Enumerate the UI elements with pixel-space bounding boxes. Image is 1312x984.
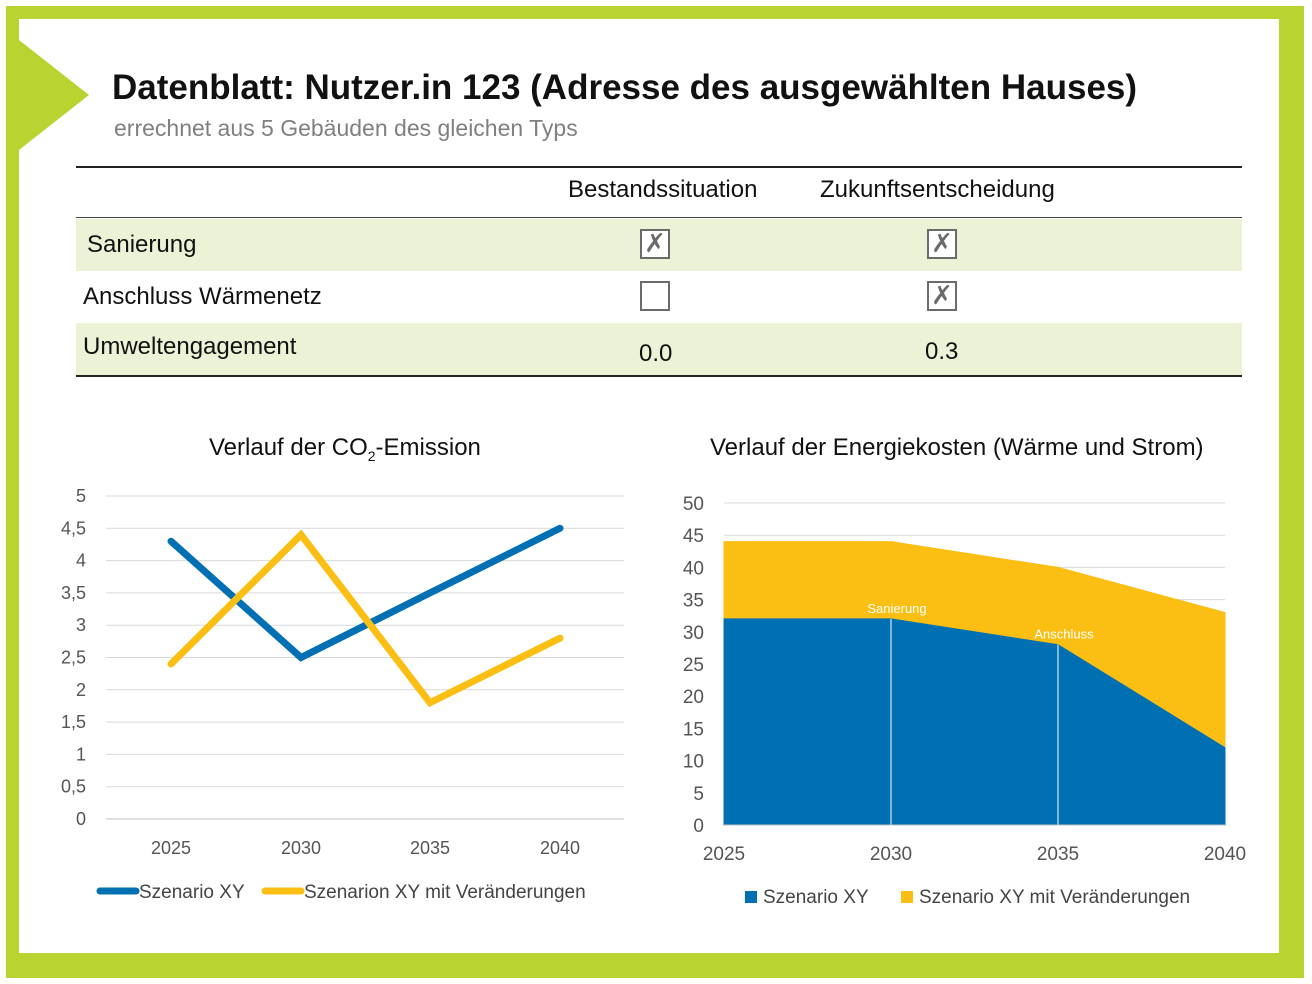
x-tick-label: 2040 xyxy=(1204,844,1246,865)
x-tick-label: 2035 xyxy=(410,838,450,858)
y-tick-label: 2,5 xyxy=(61,648,86,668)
x-tick-label: 2030 xyxy=(281,838,321,858)
table-row: Sanierung ✗ ✗ xyxy=(76,219,1242,271)
value-umwelt-bestand: 0.0 xyxy=(639,340,673,367)
legend-swatch-2 xyxy=(901,891,913,903)
y-tick-label: 45 xyxy=(683,526,704,547)
row-label-umweltengagement: Umweltengagement xyxy=(83,333,297,360)
checkbox-waermenetz-zukunft[interactable]: ✗ xyxy=(927,281,957,311)
legend-label-1: Szenario XY xyxy=(763,887,869,908)
y-tick-label: 35 xyxy=(683,591,704,612)
y-tick-label: 3,5 xyxy=(61,583,86,603)
y-tick-label: 25 xyxy=(683,655,704,676)
co2-chart-title: Verlauf der CO2-Emission xyxy=(209,434,481,464)
decision-table: Bestandssituation Zukunftsentscheidung S… xyxy=(76,166,1242,377)
table-row: Umweltengagement 0.0 0.3 xyxy=(76,323,1242,375)
x-tick-label: 2025 xyxy=(703,844,745,865)
column-header-zukunft: Zukunftsentscheidung xyxy=(820,176,1055,203)
annotation-label: Sanierung xyxy=(867,601,926,616)
checkbox-waermenetz-bestand[interactable] xyxy=(640,281,670,311)
row-label-sanierung: Sanierung xyxy=(87,231,197,258)
y-tick-label: 4 xyxy=(76,551,86,571)
x-tick-label: 2040 xyxy=(540,838,580,858)
y-tick-label: 2 xyxy=(76,680,86,700)
y-tick-label: 50 xyxy=(683,494,704,515)
y-tick-label: 0 xyxy=(693,816,704,837)
energy-chart-title: Verlauf der Energiekosten (Wärme und Str… xyxy=(710,434,1204,461)
y-tick-label: 10 xyxy=(683,752,704,773)
x-tick-label: 2030 xyxy=(870,844,912,865)
column-header-bestand: Bestandssituation xyxy=(568,176,758,203)
page-title: Datenblatt: Nutzer.in 123 (Adresse des a… xyxy=(112,68,1138,107)
y-tick-label: 30 xyxy=(683,623,704,644)
header-rule xyxy=(76,217,1242,218)
check-mark-icon: ✗ xyxy=(931,229,953,259)
y-tick-label: 15 xyxy=(683,719,704,740)
checkbox-sanierung-bestand[interactable]: ✗ xyxy=(640,229,670,259)
frame-arrow-decoration xyxy=(19,40,89,150)
check-mark-icon: ✗ xyxy=(931,281,953,311)
table-top-rule xyxy=(76,166,1242,168)
y-tick-label: 1,5 xyxy=(61,712,86,732)
y-tick-label: 0 xyxy=(76,809,86,829)
annotation-label: Anschluss xyxy=(1034,627,1094,642)
check-mark-icon: ✗ xyxy=(644,229,666,259)
legend-label-1: Szenario XY xyxy=(139,882,245,903)
y-tick-label: 5 xyxy=(693,784,704,805)
table-row: Anschluss Wärmenetz ✗ xyxy=(76,271,1242,323)
x-tick-label: 2035 xyxy=(1037,844,1079,865)
page-subtitle: errechnet aus 5 Gebäuden des gleichen Ty… xyxy=(114,115,578,141)
series-line-2 xyxy=(167,529,564,708)
y-tick-label: 4,5 xyxy=(61,518,86,538)
y-tick-label: 1 xyxy=(76,744,86,764)
x-tick-label: 2025 xyxy=(151,838,191,858)
value-umwelt-zukunft: 0.3 xyxy=(925,338,959,365)
legend-swatch-1 xyxy=(745,891,757,903)
table-bottom-rule xyxy=(76,375,1242,377)
legend-label-2: Szenario XY mit Veränderungen xyxy=(919,887,1190,908)
row-label-waermenetz: Anschluss Wärmenetz xyxy=(83,283,322,310)
y-tick-label: 20 xyxy=(683,687,704,708)
y-tick-label: 3 xyxy=(76,615,86,635)
y-tick-label: 5 xyxy=(76,486,86,506)
y-tick-label: 40 xyxy=(683,558,704,579)
y-tick-label: 0,5 xyxy=(61,777,86,797)
legend-label-2: Szenarion XY mit Veränderungen xyxy=(304,882,586,903)
checkbox-sanierung-zukunft[interactable]: ✗ xyxy=(927,229,957,259)
